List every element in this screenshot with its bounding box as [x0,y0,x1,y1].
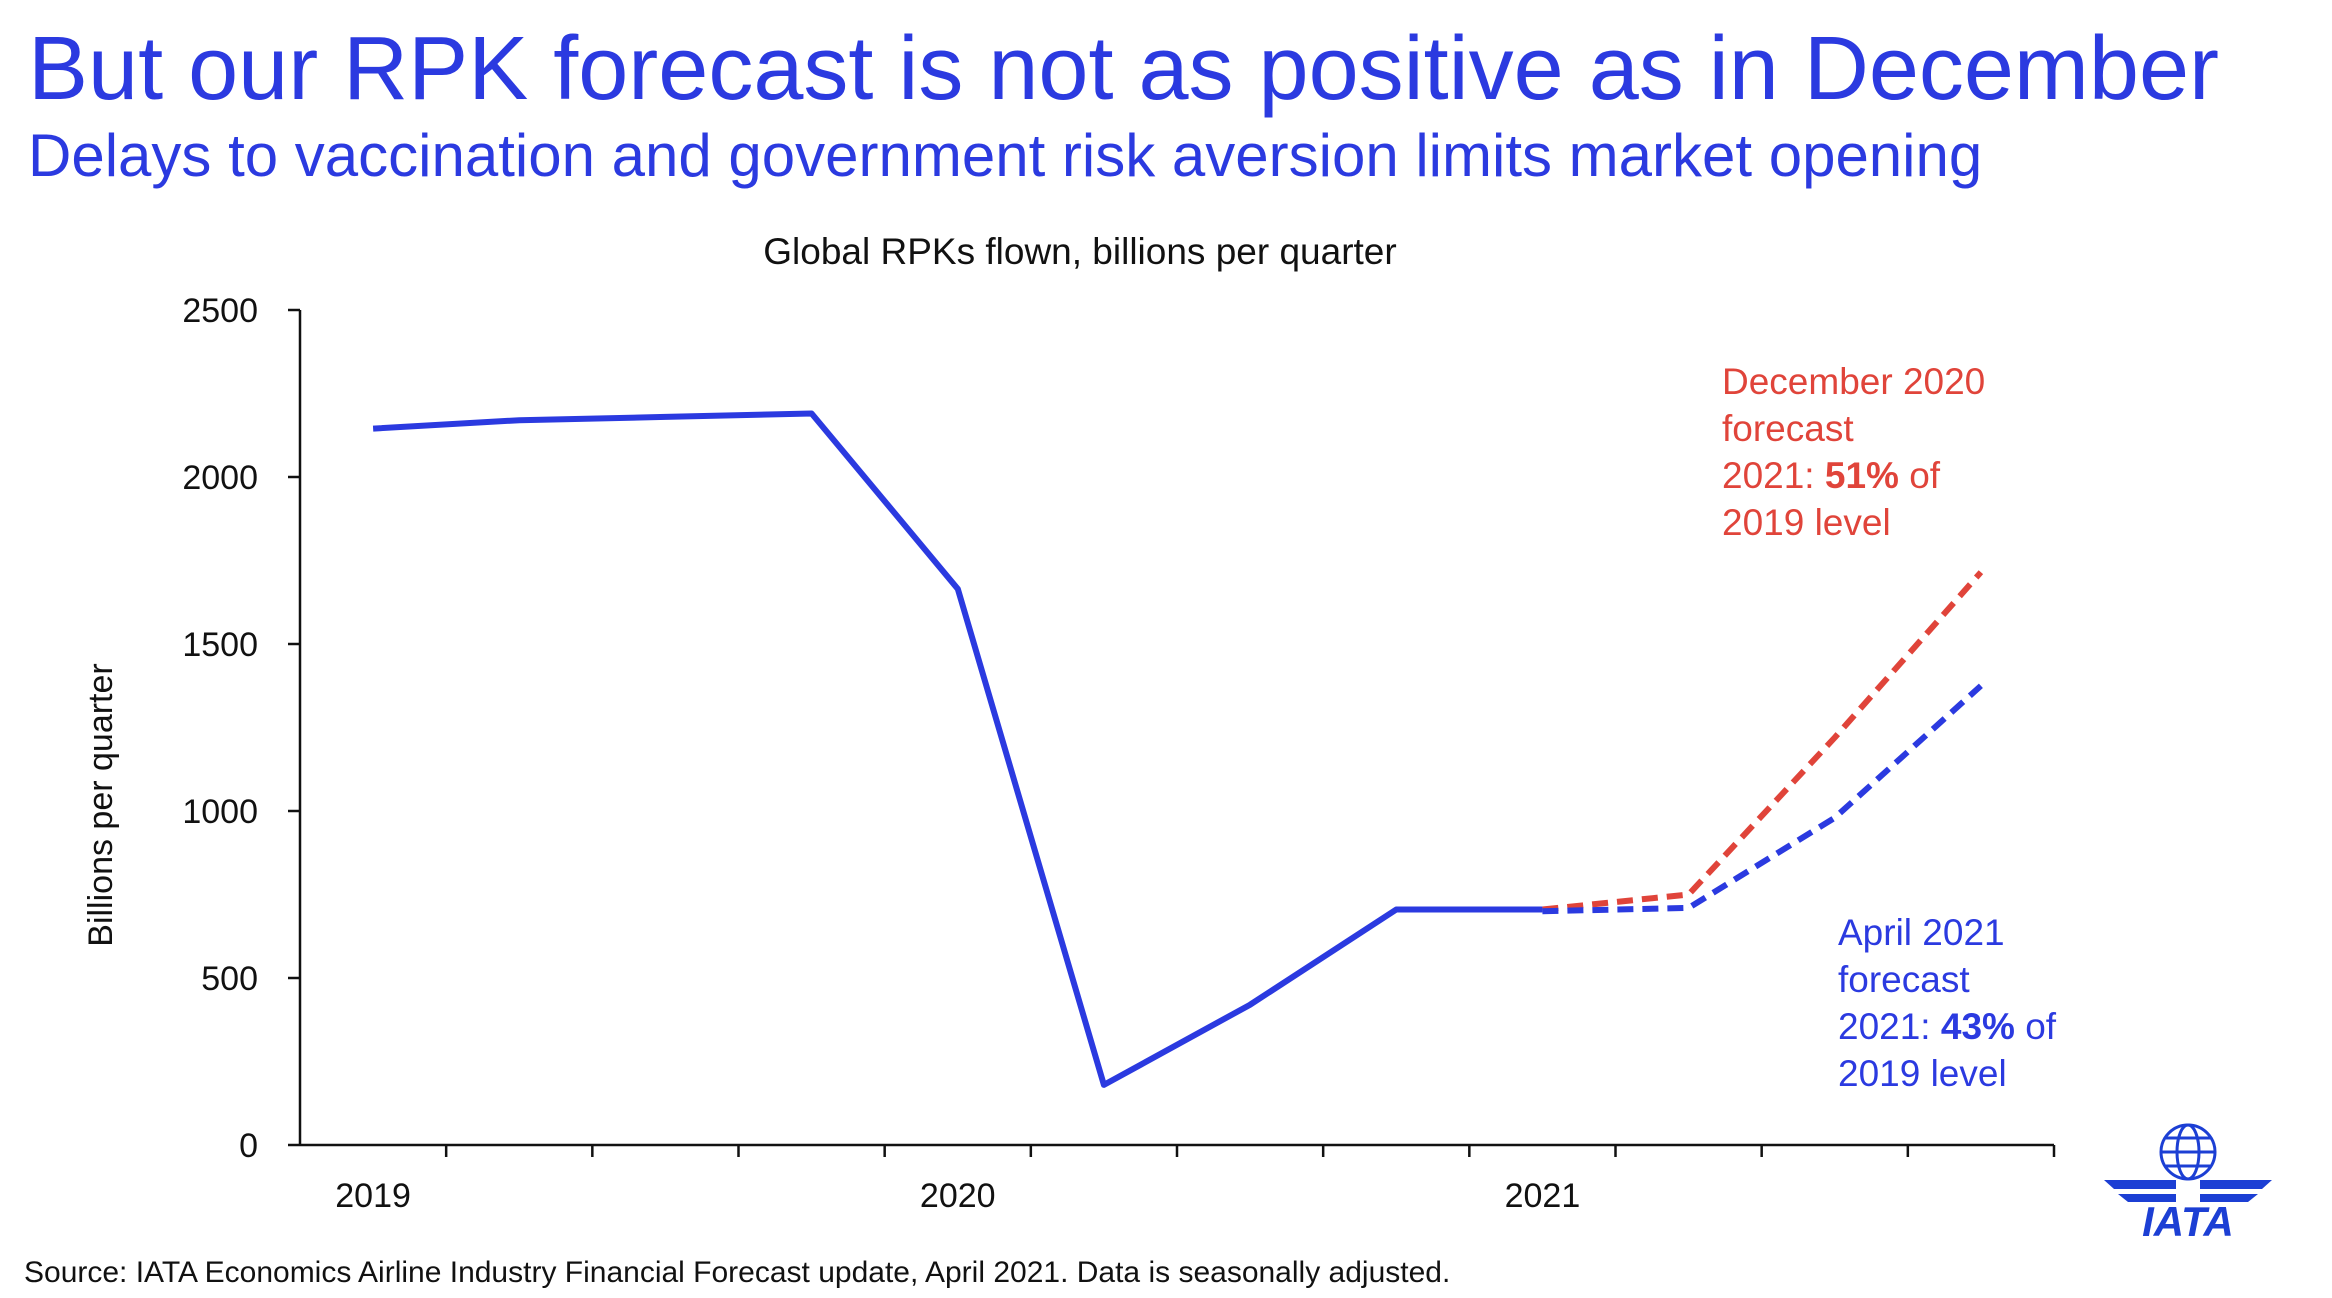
y-tick-label: 2500 [182,292,258,330]
y-axis-label: Billions per quarter [82,663,120,946]
logo-wordmark: IATA [2142,1198,2234,1240]
annotation-line: of [2015,1006,2057,1047]
source-note: Source: IATA Economics Airline Industry … [24,1256,1451,1289]
chart-title: Global RPKs flown, billions per quarter [763,231,1396,272]
wings-icon [2104,1180,2272,1202]
y-tick-label: 1500 [182,626,258,664]
x-tick-label: 2021 [1505,1177,1581,1215]
annotation-line: 2019 level [1722,502,1891,543]
y-tick-label: 1000 [182,793,258,831]
annotation-line: 2019 level [1838,1053,2007,1094]
series-line-december-2020-forecast [1542,570,1984,913]
iata-logo: IATA [2104,1123,2272,1240]
page-title: But our RPK forecast is not as positive … [28,19,2219,119]
y-tick-label: 0 [239,1127,258,1165]
globe-icon [2159,1123,2217,1181]
annotation-line: forecast [1838,959,1970,1000]
annotation-line: 2021: [1838,1006,1941,1047]
annotation-line: 2021: [1722,455,1825,496]
annotation-april-forecast: April 2021 forecast 2021: 43% of 2019 level [1838,912,2057,1094]
y-tick-label: 2000 [182,459,258,497]
annotation-percent: 43% [1941,1006,2015,1047]
annotation-december-forecast: December 2020 forecast 2021: 51% of 2019 le… [1722,361,1985,543]
x-tick-label: 2020 [920,1177,996,1215]
page-subtitle: Delays to vaccination and government ris… [28,122,1983,189]
annotation-line: of [1899,455,1941,496]
annotation-percent: 51% [1825,455,1899,496]
y-tick-label: 500 [201,960,258,998]
rpk-line-chart: Global RPKs flown, billions per quarter … [82,231,2057,1215]
annotation-line: December 2020 [1722,361,1985,402]
series-line-actual [372,410,1543,1088]
series-line-april-2021-forecast [1542,683,1983,915]
x-tick-label: 2019 [335,1177,411,1215]
annotation-line: forecast [1722,408,1854,449]
annotation-line: April 2021 [1838,912,2005,953]
